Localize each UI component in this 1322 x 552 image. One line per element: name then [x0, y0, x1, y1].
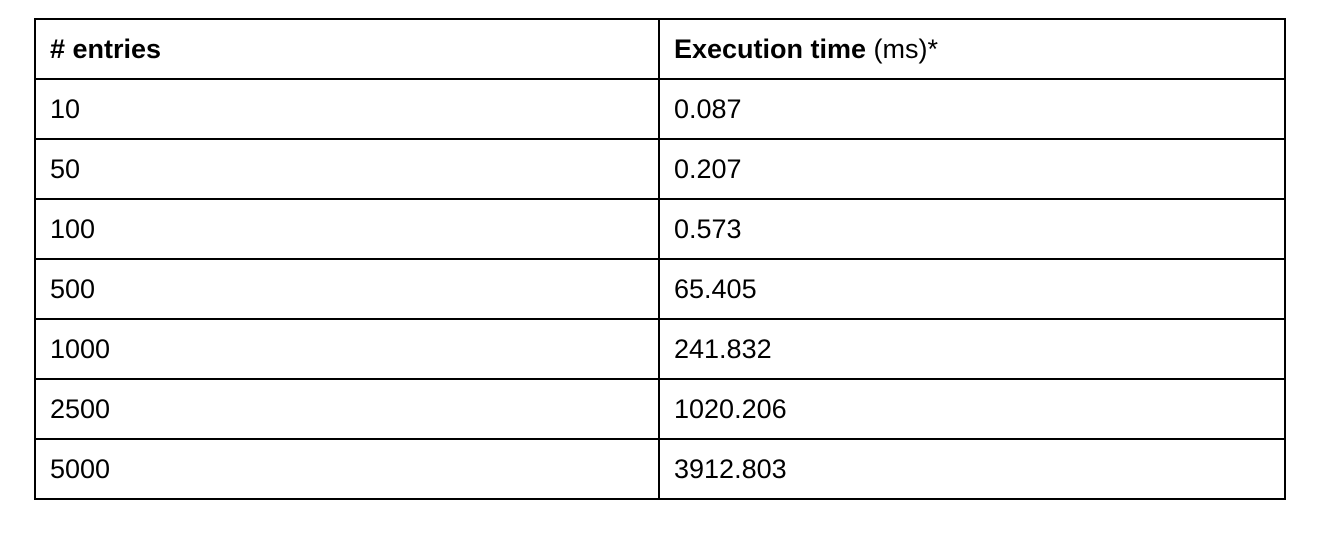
cell-entries: 50 [34, 138, 660, 200]
header-execution-time: Execution time (ms)* [658, 18, 1286, 80]
table-row: 5000 3912.803 [34, 438, 1286, 500]
execution-time-table: # entries Execution time (ms)* 10 0.087 … [34, 18, 1286, 500]
cell-entries: 2500 [34, 378, 660, 440]
header-execution-time-unit: (ms)* [866, 33, 939, 64]
cell-execution-time: 241.832 [658, 318, 1286, 380]
header-execution-time-label: Execution time [674, 33, 867, 64]
header-entries: # entries [34, 18, 660, 80]
cell-entries: 100 [34, 198, 660, 260]
table-row: 50 0.207 [34, 138, 1286, 200]
header-entries-label: # entries [50, 33, 162, 64]
cell-execution-time: 0.573 [658, 198, 1286, 260]
cell-entries: 5000 [34, 438, 660, 500]
cell-execution-time: 0.087 [658, 78, 1286, 140]
table-row: 100 0.573 [34, 198, 1286, 260]
table-row: 500 65.405 [34, 258, 1286, 320]
table-header-row: # entries Execution time (ms)* [34, 18, 1286, 80]
table-row: 1000 241.832 [34, 318, 1286, 380]
cell-execution-time: 0.207 [658, 138, 1286, 200]
cell-entries: 10 [34, 78, 660, 140]
cell-entries: 1000 [34, 318, 660, 380]
table-row: 2500 1020.206 [34, 378, 1286, 440]
cell-execution-time: 1020.206 [658, 378, 1286, 440]
cell-execution-time: 3912.803 [658, 438, 1286, 500]
table-row: 10 0.087 [34, 78, 1286, 140]
cell-execution-time: 65.405 [658, 258, 1286, 320]
cell-entries: 500 [34, 258, 660, 320]
